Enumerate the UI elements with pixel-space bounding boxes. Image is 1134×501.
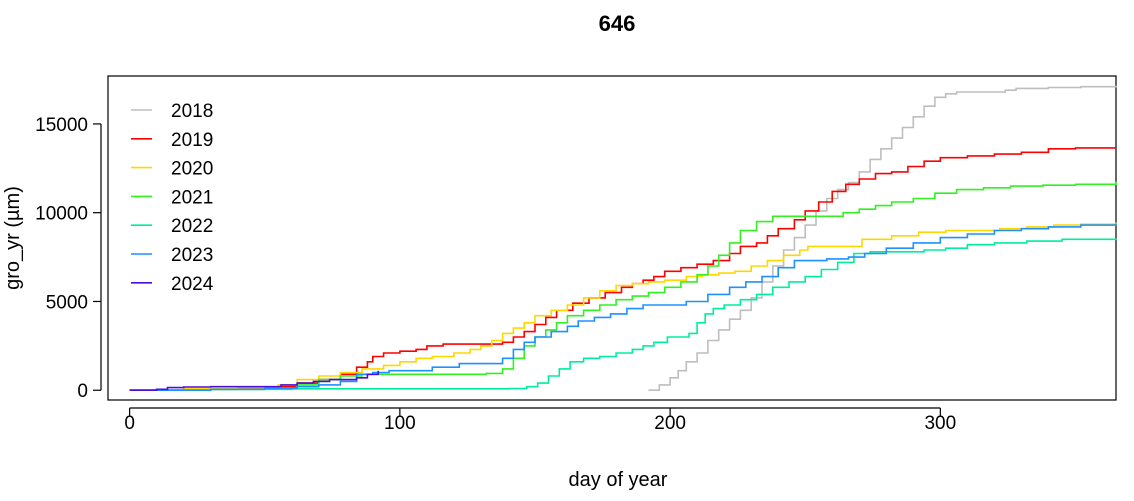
chart-title: 646: [599, 11, 636, 36]
series-line-2020: [129, 222, 1117, 391]
x-tick-label: 300: [924, 413, 956, 434]
plot-frame: [107, 75, 1117, 401]
y-tick-label: 5000: [46, 292, 88, 313]
x-tick-label: 100: [384, 413, 416, 434]
x-axis: 0 100 200 300: [124, 407, 956, 434]
series-line-2021: [129, 181, 1117, 391]
x-tick-label: 200: [654, 413, 686, 434]
legend-label-2024: 2024: [171, 274, 214, 295]
y-axis-label: gro_yr (µm): [2, 186, 24, 290]
x-tick-label: 0: [124, 413, 135, 434]
series-line-2024: [129, 370, 379, 391]
y-tick-label: 10000: [35, 204, 88, 225]
legend-label-2018: 2018: [171, 101, 213, 122]
legend-label-2023: 2023: [171, 245, 213, 266]
y-tick-label: 15000: [35, 115, 88, 136]
x-axis-label: day of year: [569, 469, 668, 491]
legend-label-2022: 2022: [171, 216, 213, 237]
series-line-2018: [648, 85, 1117, 391]
y-axis: 0 5000 10000 15000: [35, 115, 102, 402]
y-tick-label: 0: [77, 381, 88, 402]
series-line-2019: [129, 147, 1116, 391]
series-layer: [129, 85, 1117, 391]
legend-label-2021: 2021: [171, 187, 213, 208]
series-line-2022: [129, 238, 1117, 391]
legend-label-2019: 2019: [171, 130, 213, 151]
legend: 2018 2019 2020 2021 2022 2023 2024: [131, 101, 214, 295]
series-line-2023: [129, 223, 1117, 391]
legend-label-2020: 2020: [171, 159, 213, 180]
